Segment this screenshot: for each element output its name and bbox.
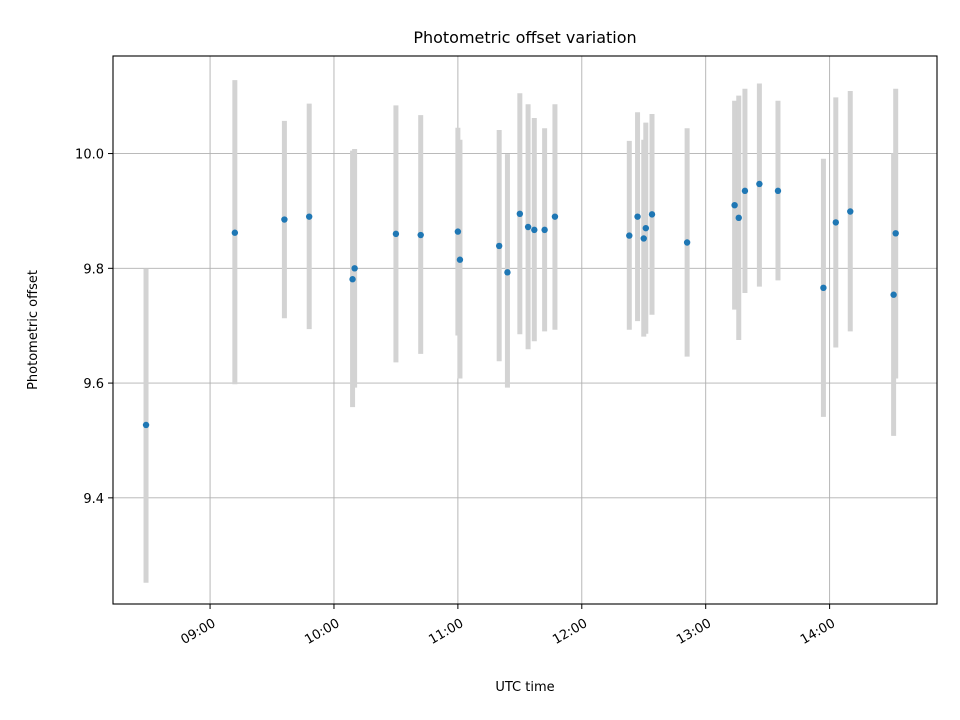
data-point xyxy=(551,213,559,220)
data-point xyxy=(640,235,647,242)
data-point xyxy=(731,201,738,209)
y-axis-label: Photometric offset xyxy=(26,270,41,390)
data-point xyxy=(524,223,532,231)
data-point xyxy=(648,211,656,218)
data-point xyxy=(890,291,897,298)
data-point xyxy=(634,213,641,220)
data-point xyxy=(305,213,313,220)
data-point xyxy=(735,214,742,222)
data-point xyxy=(847,208,854,215)
data-point xyxy=(626,232,633,239)
data-point xyxy=(832,219,840,226)
y-axis-ticks: 9.4 9.6 9.8 10.0 xyxy=(75,148,113,507)
grid xyxy=(113,56,937,604)
data-point xyxy=(756,180,763,188)
data-point xyxy=(417,231,424,239)
x-axis-label: UTC time xyxy=(495,680,554,695)
data-point xyxy=(774,187,782,195)
data-point xyxy=(231,229,239,236)
data-point xyxy=(531,226,538,234)
data-point xyxy=(504,269,511,276)
y-tick-label: 10.0 xyxy=(75,148,104,163)
data-point xyxy=(142,421,150,429)
plot-area xyxy=(113,56,937,604)
data-point xyxy=(820,284,827,292)
data-point xyxy=(741,187,749,195)
y-tick-label: 9.6 xyxy=(83,377,104,392)
data-point xyxy=(516,210,524,218)
data-point xyxy=(495,242,503,250)
data-point xyxy=(281,216,288,223)
data-point xyxy=(392,230,400,238)
data-point xyxy=(541,226,548,234)
chart-title: Photometric offset variation xyxy=(413,28,636,47)
data-point xyxy=(456,256,464,263)
data-point xyxy=(349,276,356,283)
data-point xyxy=(454,228,462,235)
data-point xyxy=(642,224,650,232)
y-tick-label: 9.8 xyxy=(83,262,104,277)
plot-frame xyxy=(112,55,938,605)
data-point xyxy=(683,239,691,246)
data-points xyxy=(142,180,899,429)
data-point xyxy=(892,230,899,237)
data-point xyxy=(351,265,358,272)
y-tick-label: 9.4 xyxy=(83,492,104,507)
